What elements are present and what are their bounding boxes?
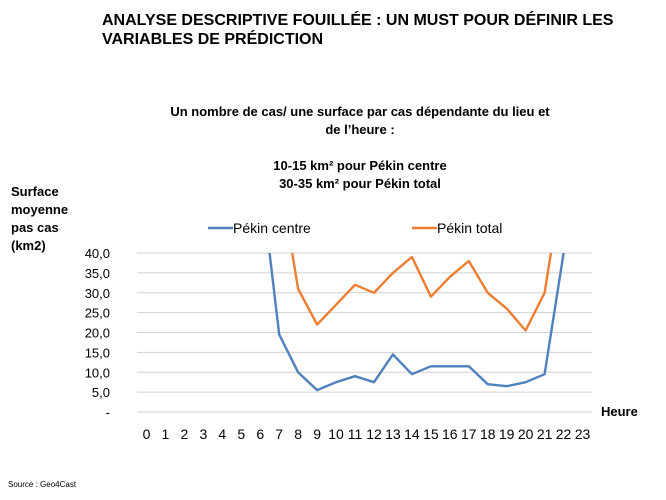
x-tick-label: 21 [537, 426, 553, 442]
x-axis-label: Heure [601, 404, 638, 419]
x-tick-label: 4 [218, 426, 226, 442]
y-tick-label: 35,0 [85, 266, 110, 281]
x-tick-label: 14 [404, 426, 420, 442]
legend-label: Pékin centre [233, 220, 311, 236]
x-tick-label: 18 [480, 426, 496, 442]
x-tick-label: 6 [256, 426, 264, 442]
y-tick-label: - [106, 405, 110, 420]
x-tick-label: 8 [294, 426, 302, 442]
y-axis-label-line: pas cas [11, 220, 59, 235]
series-line [268, 253, 565, 392]
source-note: Source : Geo4Cast [8, 480, 77, 489]
y-tick-label: 30,0 [85, 286, 110, 301]
series-line [291, 253, 553, 332]
y-axis-label-line: (km2) [11, 238, 46, 253]
x-tick-label: 0 [143, 426, 151, 442]
slide-title: ANALYSE DESCRIPTIVE FOUILLÉE : UN MUST P… [102, 12, 614, 48]
x-tick-label: 19 [499, 426, 515, 442]
legend-label: Pékin total [437, 220, 502, 236]
y-axis-label: Surface moyenne pas cas (km2) [11, 183, 91, 255]
x-tick-label: 20 [518, 426, 534, 442]
x-tick-label: 16 [442, 426, 458, 442]
x-tick-label: 5 [237, 426, 245, 442]
y-axis-label-line: Surface [11, 184, 59, 199]
x-tick-label: 3 [199, 426, 207, 442]
x-tick-label: 1 [162, 426, 170, 442]
chart-subtitle: Un nombre de cas/ une surface par cas dé… [120, 103, 600, 193]
y-tick-label: 25,0 [85, 306, 110, 321]
subtitle-line: 10-15 km² pour Pékin centre [273, 158, 447, 173]
x-tick-label: 9 [313, 426, 321, 442]
y-tick-label: 40,0 [85, 246, 110, 261]
x-tick-label: 15 [423, 426, 439, 442]
y-tick-label: 10,0 [85, 365, 110, 380]
y-tick-label: 5,0 [92, 385, 110, 400]
x-tick-label: 11 [348, 426, 363, 442]
x-tick-label: 7 [275, 426, 283, 442]
x-tick-label: 13 [385, 426, 401, 442]
x-tick-label: 2 [180, 426, 188, 442]
subtitle-line: 30-35 km² pour Pékin total [279, 176, 441, 191]
y-tick-label: 20,0 [85, 326, 110, 341]
series-group [268, 253, 565, 392]
x-tick-label: 17 [461, 426, 477, 442]
y-tick-label: 15,0 [85, 345, 110, 360]
x-tick-label: 23 [575, 426, 591, 442]
x-tick-label: 10 [328, 426, 344, 442]
x-tick-label: 22 [556, 426, 572, 442]
subtitle-line: Un nombre de cas/ une surface par cas dé… [170, 104, 550, 119]
y-axis-label-line: moyenne [11, 202, 69, 217]
subtitle-line: de l’heure : [325, 122, 395, 137]
x-tick-label: 12 [366, 426, 382, 442]
